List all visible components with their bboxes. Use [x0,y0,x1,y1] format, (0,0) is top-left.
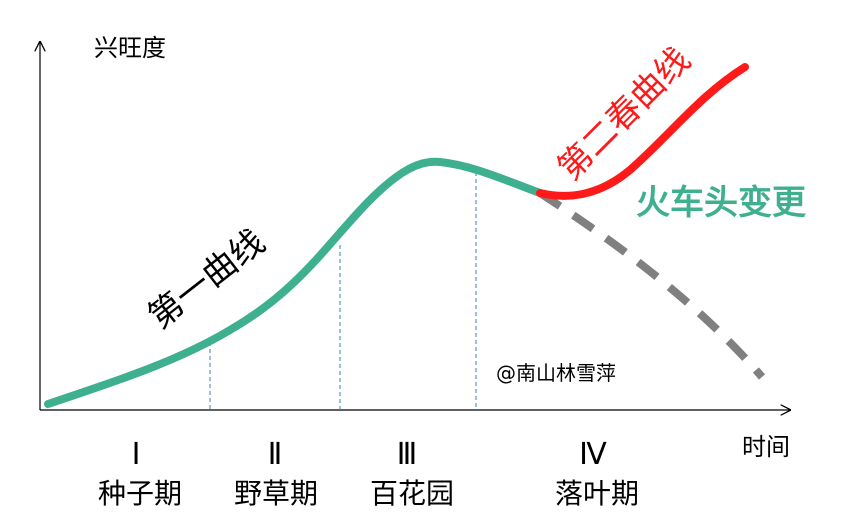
second-curve-label: 第二春曲线 [550,40,698,188]
stage-name-1: 种子期 [98,477,182,510]
stage-numeral-1: Ⅰ [132,437,141,472]
x-axis-label: 时间 [742,433,790,461]
first-curve [44,157,544,408]
stage-numeral-2: Ⅱ [268,437,283,472]
stage-name-4: 落叶期 [555,477,639,510]
locomotive-change-label: 火车头变更 [636,183,807,223]
watermark: @南山林雪萍 [496,361,616,385]
stage-name-3: 百花园 [370,477,454,510]
y-axis-label: 兴旺度 [94,34,166,62]
stage-name-2: 野草期 [234,477,318,510]
second-curve [536,63,749,200]
stage-numeral-4: Ⅳ [579,437,607,472]
decline-curve [537,189,766,380]
stage-numeral-3: Ⅲ [397,437,418,472]
